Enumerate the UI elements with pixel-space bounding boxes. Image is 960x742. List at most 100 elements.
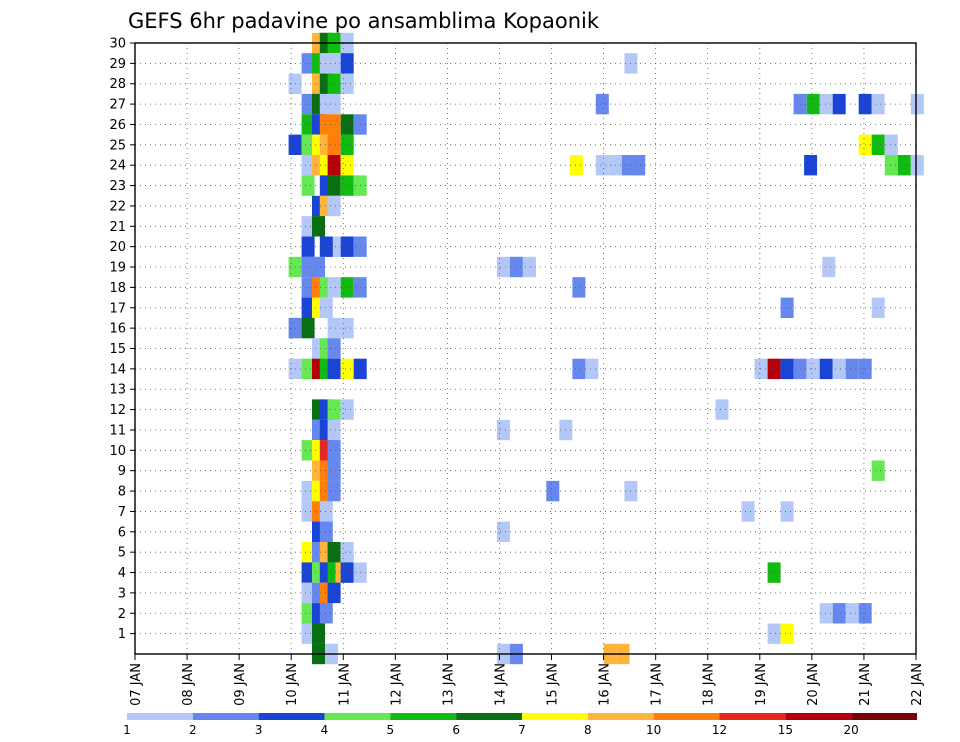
heatmap-cell: [301, 155, 315, 176]
heatmap-cell: [301, 236, 315, 257]
y-tick-label: 6: [118, 525, 126, 540]
y-tick-label: 12: [109, 403, 126, 418]
heatmap-cell: [621, 155, 635, 176]
legend-swatch: [719, 713, 786, 720]
heatmap-cell: [327, 53, 341, 74]
x-tick-label: 08 JAN: [181, 663, 196, 706]
heatmap-cell: [327, 175, 341, 196]
heatmap-cell: [327, 114, 341, 135]
heatmap-cell: [319, 501, 333, 522]
color-legend: 1 2 3 4 5 6 7 8 10 12 15 20: [123, 713, 917, 737]
y-tick-label: 23: [109, 179, 126, 194]
heatmap-cell: [819, 358, 833, 380]
heatmap-cell: [301, 440, 315, 461]
legend-label: 1: [123, 723, 131, 737]
x-tick-label: 12 JAN: [389, 663, 404, 706]
heatmap-cell: [340, 134, 354, 155]
heatmap-cell: [327, 277, 341, 298]
heatmap-cell: [327, 93, 341, 115]
x-tick-label: 22 JAN: [910, 663, 925, 706]
heatmap-cell: [301, 114, 315, 135]
y-tick-label: 27: [109, 98, 126, 113]
chart-title: GEFS 6hr padavine po ansamblima Kopaonik: [128, 9, 600, 33]
heatmap-cell: [871, 297, 885, 318]
heatmap-cell: [301, 93, 315, 115]
heatmap-cell: [340, 236, 354, 257]
heatmap-cell: [327, 542, 341, 563]
heatmap-cell: [871, 460, 885, 481]
heatmap-cell: [301, 256, 315, 278]
heatmap-cell: [780, 623, 794, 644]
heatmap-cell: [585, 358, 599, 380]
y-tick-label: 7: [118, 505, 126, 520]
heatmap-cell: [327, 358, 341, 380]
x-tick-label: 16 JAN: [598, 663, 613, 706]
heatmap-cell: [312, 623, 325, 644]
legend-swatch: [192, 713, 259, 720]
heatmap-cell: [301, 603, 315, 624]
heatmap-cell: [496, 256, 510, 278]
heatmap-cell: [767, 358, 781, 380]
y-tick-label: 28: [109, 77, 126, 92]
y-tick-label: 10: [109, 444, 126, 459]
legend-swatch: [653, 713, 720, 720]
heatmap-cell: [301, 562, 315, 583]
heatmap-cell: [301, 277, 315, 298]
grid-lines: [135, 42, 916, 654]
y-tick-label: 25: [109, 138, 126, 153]
heatmap-cell: [845, 358, 859, 380]
heatmap-cell: [301, 175, 315, 196]
heatmap-cell: [340, 155, 354, 176]
x-tick-label: 11 JAN: [337, 663, 352, 706]
heatmap-cell: [496, 521, 510, 542]
heatmap-cell: [741, 501, 755, 522]
legend-swatch: [851, 713, 917, 720]
legend-swatch: [258, 713, 325, 720]
heatmap-cell: [312, 216, 325, 237]
heatmap-cell: [301, 134, 315, 155]
heatmap-cell: [340, 73, 354, 94]
heatmap-cell: [340, 399, 354, 420]
x-axis: 07 JAN 08 JAN 09 JAN 10 JAN 11 JAN 12 JAN 13 J…: [129, 654, 925, 706]
heatmap-cell: [884, 134, 898, 155]
heatmap-cell: [327, 582, 341, 604]
heatmap-cell: [572, 277, 586, 298]
x-tick-label: 18 JAN: [702, 663, 717, 706]
y-tick-label: 16: [109, 322, 126, 337]
heatmap-cell: [340, 317, 354, 339]
heatmap-cell: [832, 603, 846, 624]
heatmap-cell: [319, 297, 333, 318]
legend-label: 6: [452, 723, 460, 737]
x-tick-label: 17 JAN: [650, 663, 665, 706]
heatmap-cell: [767, 623, 781, 644]
heatmap-cell: [767, 562, 781, 583]
heatmap-cell: [327, 317, 341, 339]
x-tick-label: 10 JAN: [285, 663, 300, 706]
y-tick-label: 14: [109, 362, 126, 377]
heatmap-cell: [806, 358, 820, 380]
legend-swatch: [587, 713, 654, 720]
heatmap-cell: [884, 155, 898, 176]
heatmap-cell: [509, 256, 523, 278]
legend-label: 2: [189, 723, 197, 737]
legend-label: 8: [584, 723, 592, 737]
heatmap-cell: [832, 93, 846, 115]
heatmap-cell: [327, 155, 341, 176]
heatmap-cell: [340, 53, 354, 74]
legend-label: 4: [321, 723, 329, 737]
heatmap-cell: [595, 155, 609, 176]
heatmap-cell: [871, 93, 885, 115]
x-tick-label: 19 JAN: [754, 663, 769, 706]
heatmap-cell: [871, 134, 885, 155]
heatmap-cell: [319, 521, 333, 542]
heatmap-cell: [301, 317, 315, 339]
heatmap-cell: [301, 542, 315, 563]
y-tick-label: 8: [118, 485, 126, 500]
heatmap-cell: [327, 460, 341, 481]
heatmap-cell: [806, 93, 820, 115]
heatmap-cell: [897, 155, 911, 176]
heatmap-cell: [845, 603, 859, 624]
y-tick-label: 21: [109, 220, 126, 235]
heatmap-cell: [780, 501, 794, 522]
